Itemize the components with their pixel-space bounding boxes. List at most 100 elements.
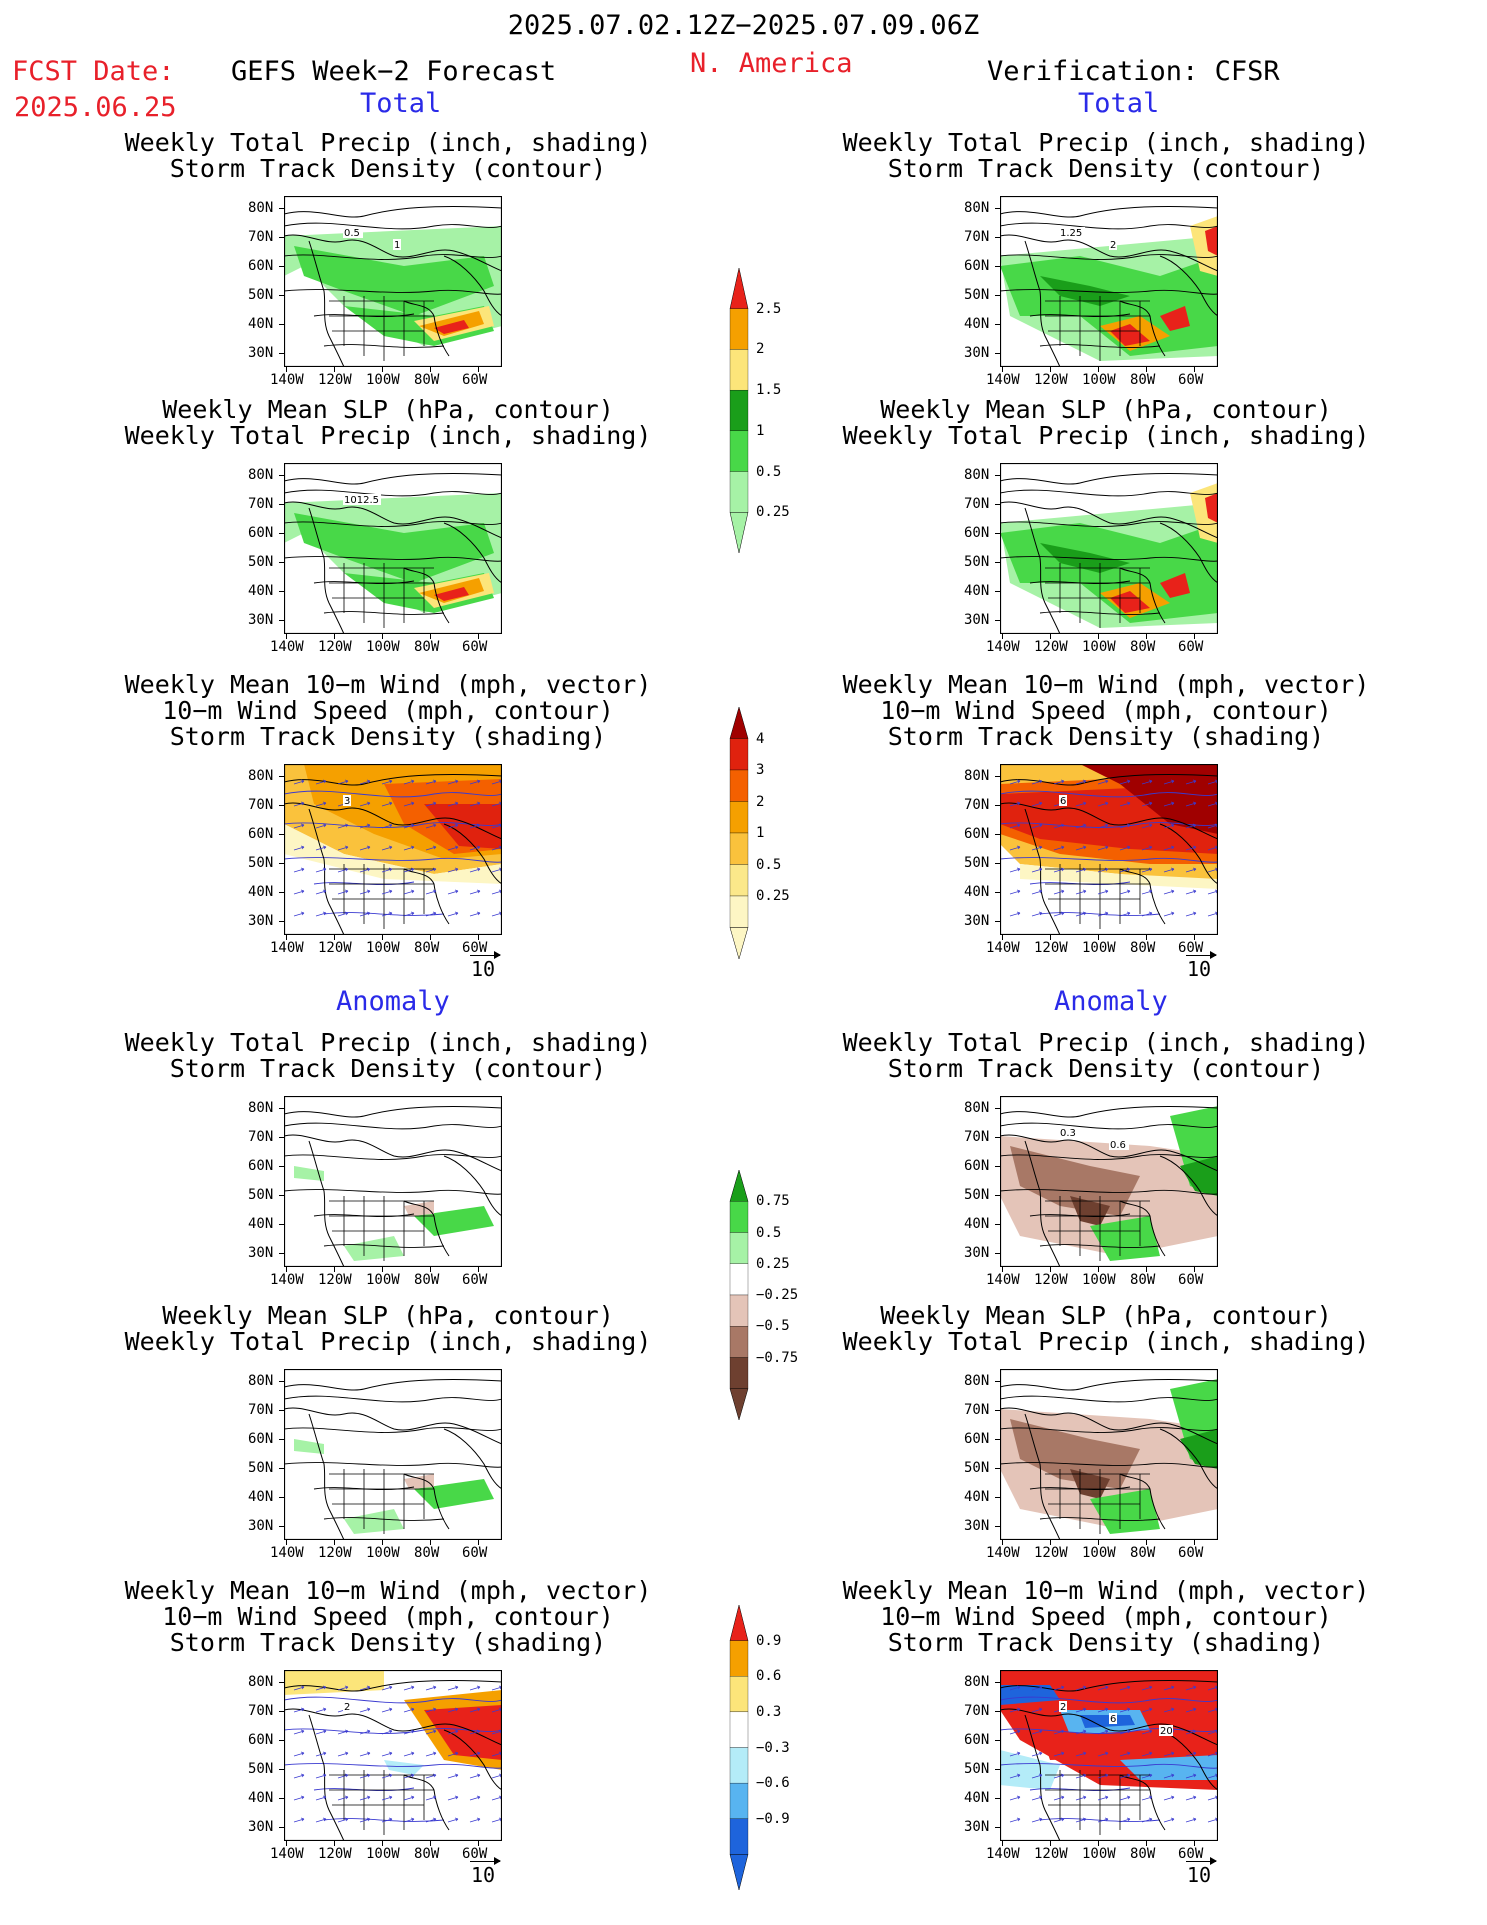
fcst-total-slp-lon-tick <box>334 634 335 639</box>
obs-anom-wind-title-line-2: 10−m Wind Speed (mph, contour) <box>880 1602 1332 1631</box>
fcst-total-wind-title-line-3: Storm Track Density (shading) <box>169 722 607 751</box>
forecast-title: GEFS Week−2 Forecast <box>231 56 557 87</box>
obs-total-slp-lat-label: 80N <box>964 467 990 483</box>
obs-anom-wind-contour-label: 6 <box>1110 1714 1116 1725</box>
colorbar-precip_total-label: 0.25 <box>756 504 790 521</box>
colorbar-storm_total-label: 4 <box>756 730 765 747</box>
section-total-right: Total <box>1078 88 1160 119</box>
fcst-anom-wind-map: 2 <box>284 1670 502 1841</box>
colorbar-precip_anom-label: −0.75 <box>756 1349 799 1366</box>
obs-anom-precip-lon-tick <box>1050 1267 1051 1272</box>
obs-anom-wind-lat-label: 70N <box>964 1703 990 1719</box>
obs-anom-slp-title-line-2: Weekly Total Precip (inch, shading) <box>842 1327 1370 1356</box>
obs-anom-precip-lat-tick <box>995 1195 1000 1196</box>
obs-total-slp-lat-label: 70N <box>964 496 990 512</box>
fcst-anom-wind-lat-tick <box>279 1740 284 1741</box>
fcst-total-wind-ref-vector-arrow <box>470 955 500 956</box>
obs-anom-precip-lon-label: 60W <box>1178 1272 1204 1288</box>
obs-total-wind-lon-tick <box>1098 935 1099 940</box>
obs-total-precip-lon-tick <box>1050 367 1051 372</box>
obs-total-wind-lon-label: 120W <box>1034 940 1068 956</box>
obs-total-precip-contour-label: 1.25 <box>1060 228 1082 239</box>
fcst-anom-wind-lon-label: 60W <box>462 1846 488 1862</box>
fcst-total-slp-lon-tick <box>430 634 431 639</box>
fcst-anom-slp-shade-2 <box>344 1509 404 1534</box>
obs-total-precip-lon-tick <box>1146 367 1147 372</box>
obs-anom-wind-coastline <box>1000 1679 1218 1841</box>
colorbar-storm_total-top-tri <box>729 707 749 739</box>
obs-anom-slp-lon-label: 60W <box>1178 1545 1204 1561</box>
colorbar-precip_total-top-tri <box>729 268 749 309</box>
fcst-total-slp-lon-tick <box>286 634 287 639</box>
fcst-total-wind-lat-tick <box>279 834 284 835</box>
obs-total-precip-lon-tick <box>1098 367 1099 372</box>
obs-total-precip-contours <box>1000 222 1218 348</box>
fcst-anom-precip-lat-tick <box>279 1108 284 1109</box>
obs-total-slp-lon-tick <box>1050 634 1051 639</box>
obs-anom-precip-contour-label: 0.6 <box>1110 1140 1126 1151</box>
fcst-anom-slp-lat-label: 70N <box>248 1402 274 1418</box>
obs-total-slp-lat-label: 30N <box>964 612 990 628</box>
fcst-anom-wind-lat-label: 40N <box>248 1790 274 1806</box>
fcst-total-slp-lon-label: 120W <box>318 639 352 655</box>
obs-anom-slp-shade-5 <box>1180 1429 1218 1469</box>
fcst-total-slp-coastline <box>284 472 502 634</box>
colorbar-storm_anom-swatch-last <box>729 1818 749 1855</box>
obs-total-wind-shade-4 <box>1020 864 1218 889</box>
obs-total-slp-lon-label: 100W <box>1082 639 1116 655</box>
obs-anom-wind-lat-label: 30N <box>964 1819 990 1835</box>
fcst-total-wind-ref-vector-head <box>494 951 501 959</box>
obs-total-slp-shade-7 <box>1160 573 1190 598</box>
obs-total-slp-lat-tick <box>995 475 1000 476</box>
obs-total-precip-lat-label: 40N <box>964 316 990 332</box>
obs-total-slp-shade-5 <box>1205 493 1218 523</box>
obs-total-wind-lat-label: 40N <box>964 884 990 900</box>
obs-anom-precip-lat-label: 50N <box>964 1187 990 1203</box>
obs-total-slp-lat-tick <box>995 562 1000 563</box>
fcst-anom-wind-lat-label: 50N <box>248 1761 274 1777</box>
fcst-total-precip-lon-label: 100W <box>366 372 400 388</box>
fcst-total-precip-lon-label: 60W <box>462 372 488 388</box>
fcst-anom-precip-lon-tick <box>382 1267 383 1272</box>
date-range: 2025.07.02.12Z−2025.07.09.06Z <box>507 10 980 41</box>
obs-anom-slp-lat-label: 60N <box>964 1431 990 1447</box>
fcst-total-wind-lon-tick <box>382 935 383 940</box>
obs-total-slp-lon-label: 80W <box>1130 639 1156 655</box>
fcst-anom-wind-title-line-1: Weekly Mean 10−m Wind (mph, vector) <box>124 1576 652 1605</box>
fcst-total-precip-lat-tick <box>279 295 284 296</box>
fcst-total-precip-lon-label: 140W <box>270 372 304 388</box>
colorbar-precip_total-swatch-3 <box>729 389 749 432</box>
colorbar-storm_anom-top-tri <box>729 1605 749 1641</box>
fcst-total-wind-lat-label: 40N <box>248 884 274 900</box>
obs-total-precip-lat-tick <box>995 237 1000 238</box>
obs-anom-precip-state-borders <box>1045 1196 1150 1261</box>
fcst-anom-slp-lat-tick <box>279 1497 284 1498</box>
fcst-anom-wind-contour-label: 2 <box>344 1702 350 1713</box>
colorbar-storm_total-swatch-1 <box>729 738 749 771</box>
obs-total-precip-lat-tick <box>995 208 1000 209</box>
fcst-total-slp-lat-tick <box>279 504 284 505</box>
obs-total-precip-lon-label: 140W <box>986 372 1020 388</box>
fcst-anom-slp-lon-label: 100W <box>366 1545 400 1561</box>
fcst-anom-precip-lat-tick <box>279 1137 284 1138</box>
fcst-total-slp-shade-5 <box>434 587 469 601</box>
fcst-anom-precip-lat-label: 60N <box>248 1158 274 1174</box>
colorbar-storm_anom-label: −0.3 <box>756 1739 790 1756</box>
fcst-anom-precip-lon-tick <box>286 1267 287 1272</box>
obs-anom-wind-contour-label: 20 <box>1160 1726 1173 1737</box>
obs-anom-slp-state-borders <box>1045 1469 1150 1534</box>
fcst-total-slp-lon-label: 60W <box>462 639 488 655</box>
obs-anom-precip-lon-tick <box>1002 1267 1003 1272</box>
obs-anom-precip-lon-label: 120W <box>1034 1272 1068 1288</box>
fcst-total-wind-lat-label: 60N <box>248 826 274 842</box>
colorbar-storm_total-swatch-last <box>729 895 749 928</box>
fcst-total-wind-lat-label: 50N <box>248 855 274 871</box>
fcst-anom-slp-title-line-1: Weekly Mean SLP (hPa, contour) <box>162 1301 614 1330</box>
obs-total-precip-lat-tick <box>995 324 1000 325</box>
colorbar-storm_total-swatch-3 <box>729 801 749 834</box>
obs-anom-precip-lat-label: 40N <box>964 1216 990 1232</box>
obs-anom-precip-contours <box>1000 1122 1218 1248</box>
fcst-anom-precip-lat-tick <box>279 1224 284 1225</box>
obs-total-slp-lon-tick <box>1098 634 1099 639</box>
fcst-anom-slp-lat-tick <box>279 1410 284 1411</box>
